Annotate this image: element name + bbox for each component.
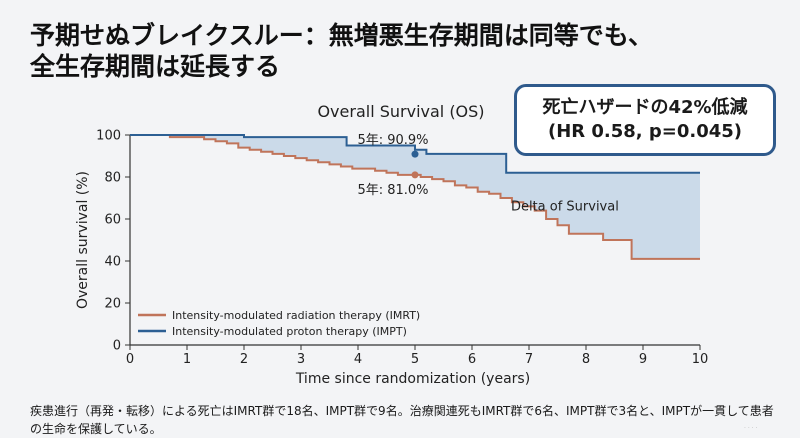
title-line-1: 予期せぬブレイクスルー：無増悪生存期間は同等でも、: [30, 21, 654, 50]
y-tick-label: 100: [96, 129, 121, 144]
hazard-callout: 死亡ハザードの42%低減 (HR 0.58, p=0.045): [514, 84, 776, 156]
x-tick-label: 8: [582, 352, 590, 367]
footnote: 疾患進行（再発・転移）による死亡はIMRT群で18名、IMPT群で9名。治療関連…: [30, 404, 774, 436]
x-tick-label: 4: [354, 352, 362, 367]
x-axis-label: Time since randomization (years): [295, 371, 530, 387]
delta-of-survival-area: [130, 135, 700, 259]
y-tick-label: 80: [104, 171, 121, 186]
imrt-survival-line: [130, 134, 700, 260]
callout-line-2: (HR 0.58, p=0.045): [547, 121, 743, 142]
imrt-5yr-label: 5年: 81.0%: [357, 183, 428, 198]
x-tick-label: 5: [411, 352, 419, 367]
y-tick-label: 60: [104, 213, 121, 228]
x-tick-label: 10: [692, 352, 709, 367]
impt-5yr-marker: [411, 150, 419, 158]
impt-5yr-label: 5年: 90.9%: [357, 133, 428, 148]
x-tick-label: 2: [240, 352, 248, 367]
chart-title: Overall Survival (OS): [317, 102, 484, 121]
callout-line-1: 死亡ハザードの42%低減: [542, 97, 748, 118]
delta-of-survival-label: Delta of Survival: [511, 199, 619, 214]
x-tick-label: 9: [639, 352, 647, 367]
y-tick-label: 40: [104, 255, 121, 270]
imrt-5yr-marker: [411, 171, 419, 179]
x-tick-label: 3: [297, 352, 305, 367]
legend-label-impt: Intensity-modulated proton therapy (IMPT…: [172, 325, 407, 338]
x-tick-label: 0: [126, 352, 134, 367]
impt-survival-line: [130, 134, 700, 174]
slide-title: 予期せぬブレイクスルー：無増悪生存期間は同等でも、 全生存期間は延長する: [30, 20, 653, 82]
title-line-2: 全生存期間は延長する: [30, 52, 281, 81]
y-axis-label: Overall survival (%): [75, 171, 91, 309]
x-tick-label: 6: [468, 352, 476, 367]
y-tick-label: 20: [104, 297, 121, 312]
y-tick-label: 0: [113, 339, 121, 354]
x-tick-label: 1: [183, 352, 191, 367]
legend-label-imrt: Intensity-modulated radiation therapy (I…: [172, 309, 420, 322]
watermark-mark: · · · ·: [744, 425, 758, 432]
x-tick-label: 7: [525, 352, 533, 367]
